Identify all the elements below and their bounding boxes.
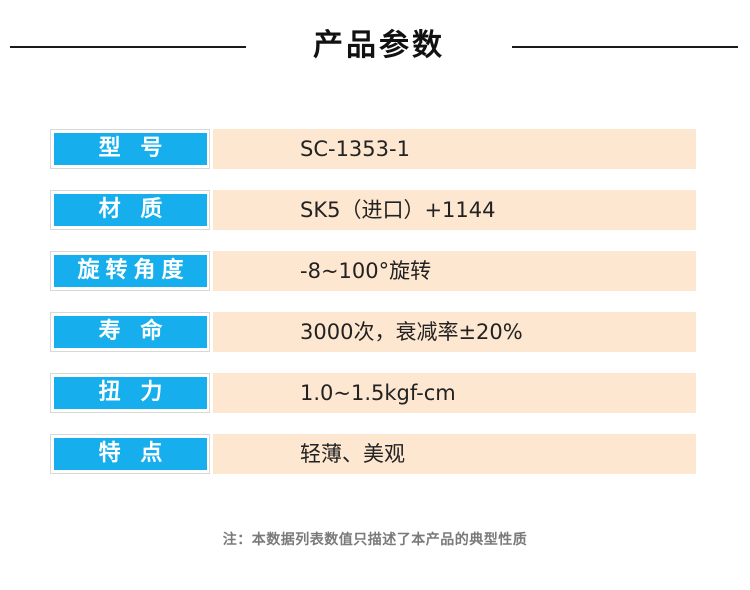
header-divider-right <box>512 46 738 48</box>
spec-label-model: 型 号 <box>54 133 207 165</box>
spec-label-torque: 扭 力 <box>54 377 207 409</box>
spec-label-cell: 特 点 <box>50 434 210 474</box>
spec-value-material: SK5（进口）+1144 <box>213 190 696 230</box>
spec-label-material: 材 质 <box>54 194 207 226</box>
spec-row-material: 材 质 SK5（进口）+1144 <box>50 190 696 230</box>
spec-value-torque: 1.0~1.5kgf-cm <box>213 373 696 413</box>
spec-label-cell: 材 质 <box>50 190 210 230</box>
spec-table: 型 号 SC-1353-1 材 质 SK5（进口）+1144 旋转角度 -8~1… <box>50 129 696 495</box>
header-divider-left <box>10 46 246 48</box>
spec-row-torque: 扭 力 1.0~1.5kgf-cm <box>50 373 696 413</box>
spec-row-features: 特 点 轻薄、美观 <box>50 434 696 474</box>
spec-row-rotation-angle: 旋转角度 -8~100°旋转 <box>50 251 696 291</box>
spec-label-cell: 型 号 <box>50 129 210 169</box>
spec-label-lifespan: 寿 命 <box>54 316 207 348</box>
footnote: 注：本数据列表数值只描述了本产品的典型性质 <box>222 532 528 548</box>
spec-value-model: SC-1353-1 <box>213 129 696 169</box>
spec-row-lifespan: 寿 命 3000次，衰减率±20% <box>50 312 696 352</box>
spec-value-features: 轻薄、美观 <box>213 434 696 474</box>
spec-label-cell: 寿 命 <box>50 312 210 352</box>
spec-value-lifespan: 3000次，衰减率±20% <box>213 312 696 352</box>
spec-row-model: 型 号 SC-1353-1 <box>50 129 696 169</box>
section-header: 产品参数 <box>0 24 750 68</box>
spec-label-cell: 扭 力 <box>50 373 210 413</box>
spec-label-rotation-angle: 旋转角度 <box>54 255 207 287</box>
page-title: 产品参数 <box>313 28 445 63</box>
spec-label-cell: 旋转角度 <box>50 251 210 291</box>
spec-value-rotation-angle: -8~100°旋转 <box>213 251 696 291</box>
spec-label-features: 特 点 <box>54 438 207 470</box>
